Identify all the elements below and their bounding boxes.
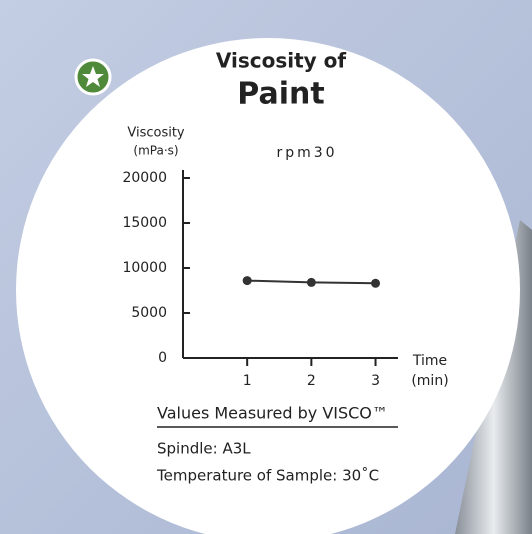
data-point xyxy=(306,277,316,287)
x-axis-label: (min) xyxy=(411,373,448,389)
annotation: Spindle: A3L xyxy=(157,440,251,458)
x-tick-label: 3 xyxy=(371,373,380,389)
y-axis-label: (mPa·s) xyxy=(133,144,178,158)
y-tick-label: 0 xyxy=(158,350,167,366)
y-tick-label: 5000 xyxy=(131,305,167,321)
y-tick-label: 15000 xyxy=(122,215,167,231)
data-point xyxy=(242,276,252,286)
subtitle: rpm30 xyxy=(276,145,337,161)
title-line: Paint xyxy=(237,77,324,112)
title-line: Viscosity of xyxy=(216,49,347,73)
x-tick-label: 1 xyxy=(243,373,252,389)
annotation: Values Measured by VISCO™ xyxy=(157,404,388,423)
y-axis-label: Viscosity xyxy=(127,126,185,141)
x-axis-label: Time xyxy=(412,353,447,369)
star xyxy=(82,66,104,87)
x-tick-label: 2 xyxy=(307,373,316,389)
y-tick-label: 10000 xyxy=(122,260,167,276)
y-tick-label: 20000 xyxy=(122,170,167,186)
circle-panel xyxy=(16,38,520,534)
data-point xyxy=(371,278,381,288)
annotation: Temperature of Sample: 30˚C xyxy=(156,467,379,485)
